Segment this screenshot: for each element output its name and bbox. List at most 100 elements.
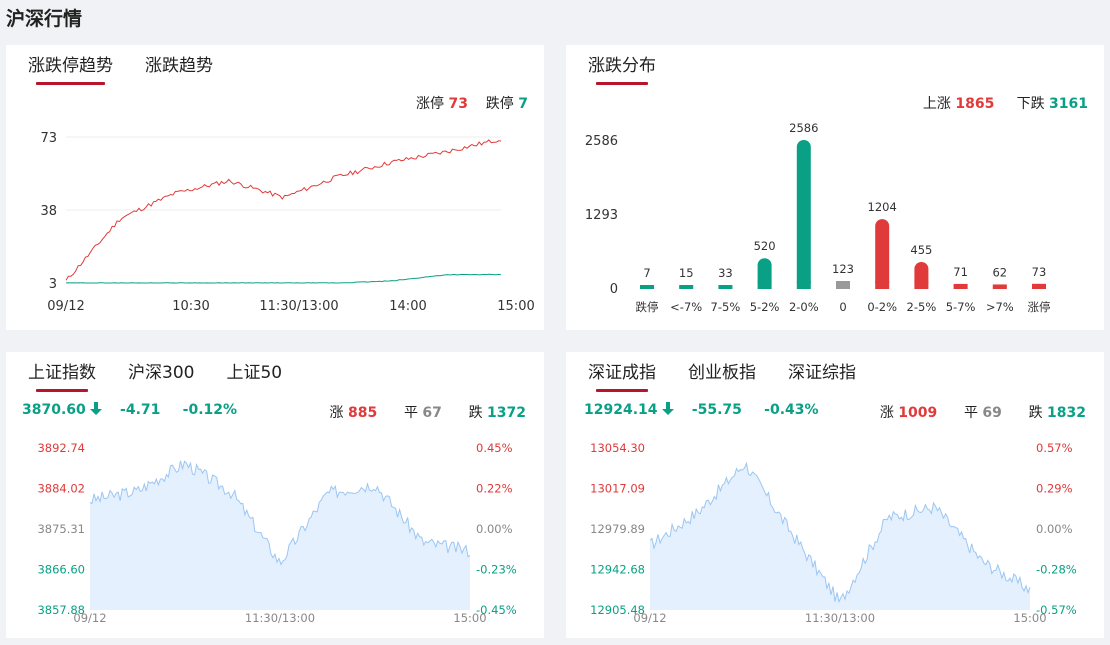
x-tick-label: 15:00 [1013,611,1046,625]
sh-price: 3870.60 [22,402,86,418]
sz-breadth: 涨 1009 平 69 跌 1832 [880,402,1086,422]
bar-base [875,281,890,289]
sh-flat-label: 平 [403,405,418,421]
category-label: >7% [986,300,1014,314]
y-left-label: 13017.09 [590,482,645,496]
tab-chinext[interactable]: 创业板指 [688,363,756,383]
y-tick-label: 2586 [585,134,618,149]
sz-index-chart: 13054.30 13017.09 12979.89 12942.68 12905.48… [590,441,1077,625]
y-right-label: -0.28% [1036,563,1077,577]
bar-value-label: 7 [643,266,650,280]
bar-value-label: 1204 [868,200,897,214]
sh-breadth: 涨 885 平 67 跌 1372 [330,402,526,422]
sz-fall-label: 跌 [1028,405,1043,421]
tab-sz-composite[interactable]: 深证综指 [788,363,856,383]
category-label: <-7% [670,300,702,314]
y-right-label: -0.45% [476,603,517,617]
y-left-label: 3892.74 [37,441,85,455]
bar-base [796,281,811,289]
bar-base [718,285,733,289]
bar-base [679,285,694,289]
x-tick-label: 09/12 [47,299,84,314]
category-label: 2-0% [789,300,819,314]
bar-value-label: 71 [953,265,968,279]
y-right-label: -0.57% [1036,603,1077,617]
y-left-label: 3866.60 [37,563,85,577]
index-line [89,460,471,566]
y-right-label: 0.00% [476,522,513,536]
sz-index-panel: 深证成指 创业板指 深证综指 12924.14 -55.75 -0.43% 涨 … [566,352,1104,638]
sh-change-pct: -0.12% [182,402,238,418]
sz-flat-label: 平 [963,405,978,421]
bar-value-label: 520 [754,239,776,253]
limit-up-label: 涨停 [416,96,445,112]
limit-down-label: 跌停 [485,96,514,112]
down-label: 下跌 [1016,96,1045,112]
tab-rise-fall-trend[interactable]: 涨跌趋势 [145,56,213,76]
down-value: 3161 [1049,96,1088,112]
y-left-label: 13054.30 [590,441,645,455]
bar-base [914,281,929,289]
bar-base [640,285,654,289]
tab-sz-component[interactable]: 深证成指 [584,362,660,392]
bar-base [992,284,1007,289]
sz-quote: 12924.14 -55.75 -0.43% [584,402,819,418]
sh-change: -4.71 [120,402,161,418]
bar-value-label: 123 [832,262,854,276]
x-tick-label: 14:00 [389,299,426,314]
bar [796,140,811,289]
sz-rise-value: 1009 [898,405,938,421]
tab-distribution[interactable]: 涨跌分布 [584,55,660,85]
category-label: 2-5% [907,300,937,314]
sh-flat-value: 67 [422,405,442,421]
sh-rise-label: 涨 [329,405,344,421]
category-label: 跌停 [636,300,659,314]
category-label: 5-2% [750,300,780,314]
category-label: 0-2% [867,300,897,314]
tab-limit-trend[interactable]: 涨跌停趋势 [24,55,117,85]
sz-fall-value: 1832 [1047,405,1086,421]
index-area [90,460,470,610]
x-tick-label: 11:30/13:00 [245,611,315,625]
x-tick-label: 09/12 [73,611,106,625]
sh-index-chart: 3892.74 3884.02 3875.31 3866.60 3857.88 0.45%… [37,441,517,625]
sh-rise-value: 885 [348,405,378,421]
y-right-label: 0.29% [1036,482,1073,496]
limit-up-line [65,139,502,281]
bar-value-label: 455 [910,243,932,257]
up-value: 1865 [955,96,995,112]
limit-down-value: 7 [518,96,528,112]
bar-value-label: 62 [992,265,1007,279]
y-tick-label: 3 [49,277,57,292]
y-right-label: 0.45% [476,441,513,455]
y-tick-label: 1293 [585,208,618,223]
down-arrow-icon [661,402,674,415]
bar-base [1032,283,1046,289]
category-label: 涨停 [1028,300,1051,314]
y-left-label: 12979.89 [590,522,645,536]
sz-rise-label: 涨 [879,405,894,421]
sh-fall-label: 跌 [468,405,483,421]
limit-stats: 涨停 73 跌停 7 [416,93,528,113]
x-tick-label: 15:00 [497,299,534,314]
sh-quote: 3870.60 -4.71 -0.12% [22,402,237,418]
bar [875,219,890,289]
sh-index-panel: 上证指数 沪深300 上证50 3870.60 -4.71 -0.12% 涨 8… [6,352,544,638]
y-left-label: 3875.31 [37,522,85,536]
distribution-chart: 2586 1293 0 7 跌停 15 <-7% 33 7-5% 520 5-2% 2586 2-0% 1… [585,121,1051,314]
x-tick-label: 09/12 [633,611,666,625]
x-tick-label: 15:00 [453,611,486,625]
distribution-tabs: 涨跌分布 [584,55,684,85]
bar-value-label: 73 [1032,265,1047,279]
distribution-panel: 涨跌分布 上涨 1865 下跌 3161 2586 1293 0 7 跌停 15 <-7% 3… [566,45,1104,330]
sh-index-tabs: 上证指数 沪深300 上证50 [24,362,310,392]
tab-sse50[interactable]: 上证50 [226,363,283,383]
y-tick-label: 73 [40,131,57,146]
down-arrow-icon [90,402,103,415]
tab-csi300[interactable]: 沪深300 [128,363,195,383]
sh-fall-value: 1372 [487,405,526,421]
tab-sh-composite[interactable]: 上证指数 [24,362,100,392]
sz-index-tabs: 深证成指 创业板指 深证综指 [584,362,884,392]
y-right-label: 0.22% [476,482,513,496]
y-left-label: 12942.68 [590,563,645,577]
